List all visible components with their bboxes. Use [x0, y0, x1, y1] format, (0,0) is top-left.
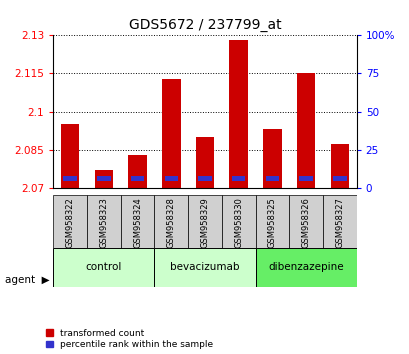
Text: control: control	[85, 262, 122, 272]
Text: GDS5672 / 237799_at: GDS5672 / 237799_at	[128, 18, 281, 32]
Bar	[154, 248, 255, 287]
Bar	[296, 73, 315, 188]
Bar	[221, 195, 255, 248]
Text: GSM958329: GSM958329	[200, 198, 209, 248]
Text: agent  ▶: agent ▶	[4, 275, 49, 285]
Bar	[94, 170, 113, 188]
Text: bevacizumab: bevacizumab	[170, 262, 239, 272]
Bar	[162, 79, 180, 188]
Bar	[63, 176, 77, 181]
Text: GSM958322: GSM958322	[65, 198, 74, 248]
Bar	[188, 195, 221, 248]
Bar	[87, 195, 120, 248]
Legend: transformed count, percentile rank within the sample: transformed count, percentile rank withi…	[45, 329, 213, 349]
Bar	[322, 195, 356, 248]
Bar	[120, 195, 154, 248]
Text: GSM958327: GSM958327	[335, 198, 344, 248]
Bar	[255, 195, 289, 248]
Text: GSM958324: GSM958324	[133, 198, 142, 248]
Text: GSM958323: GSM958323	[99, 198, 108, 248]
Bar	[198, 176, 211, 181]
Bar	[128, 155, 146, 188]
Bar	[332, 176, 346, 181]
Bar	[299, 176, 312, 181]
Bar	[53, 248, 154, 287]
Bar	[231, 176, 245, 181]
Text: dibenzazepine: dibenzazepine	[267, 262, 343, 272]
Bar	[61, 124, 79, 188]
Bar	[154, 195, 188, 248]
Bar	[164, 176, 178, 181]
Bar	[229, 40, 247, 188]
Bar	[265, 176, 279, 181]
Bar	[97, 176, 110, 181]
Bar	[263, 129, 281, 188]
Bar	[195, 137, 214, 188]
Text: GSM958326: GSM958326	[301, 198, 310, 248]
Bar	[289, 195, 322, 248]
Text: GSM958330: GSM958330	[234, 198, 243, 248]
Text: GSM958328: GSM958328	[166, 198, 175, 248]
Bar	[255, 248, 356, 287]
Bar	[53, 195, 87, 248]
Bar	[330, 144, 348, 188]
Bar	[130, 176, 144, 181]
Text: GSM958325: GSM958325	[267, 198, 276, 248]
